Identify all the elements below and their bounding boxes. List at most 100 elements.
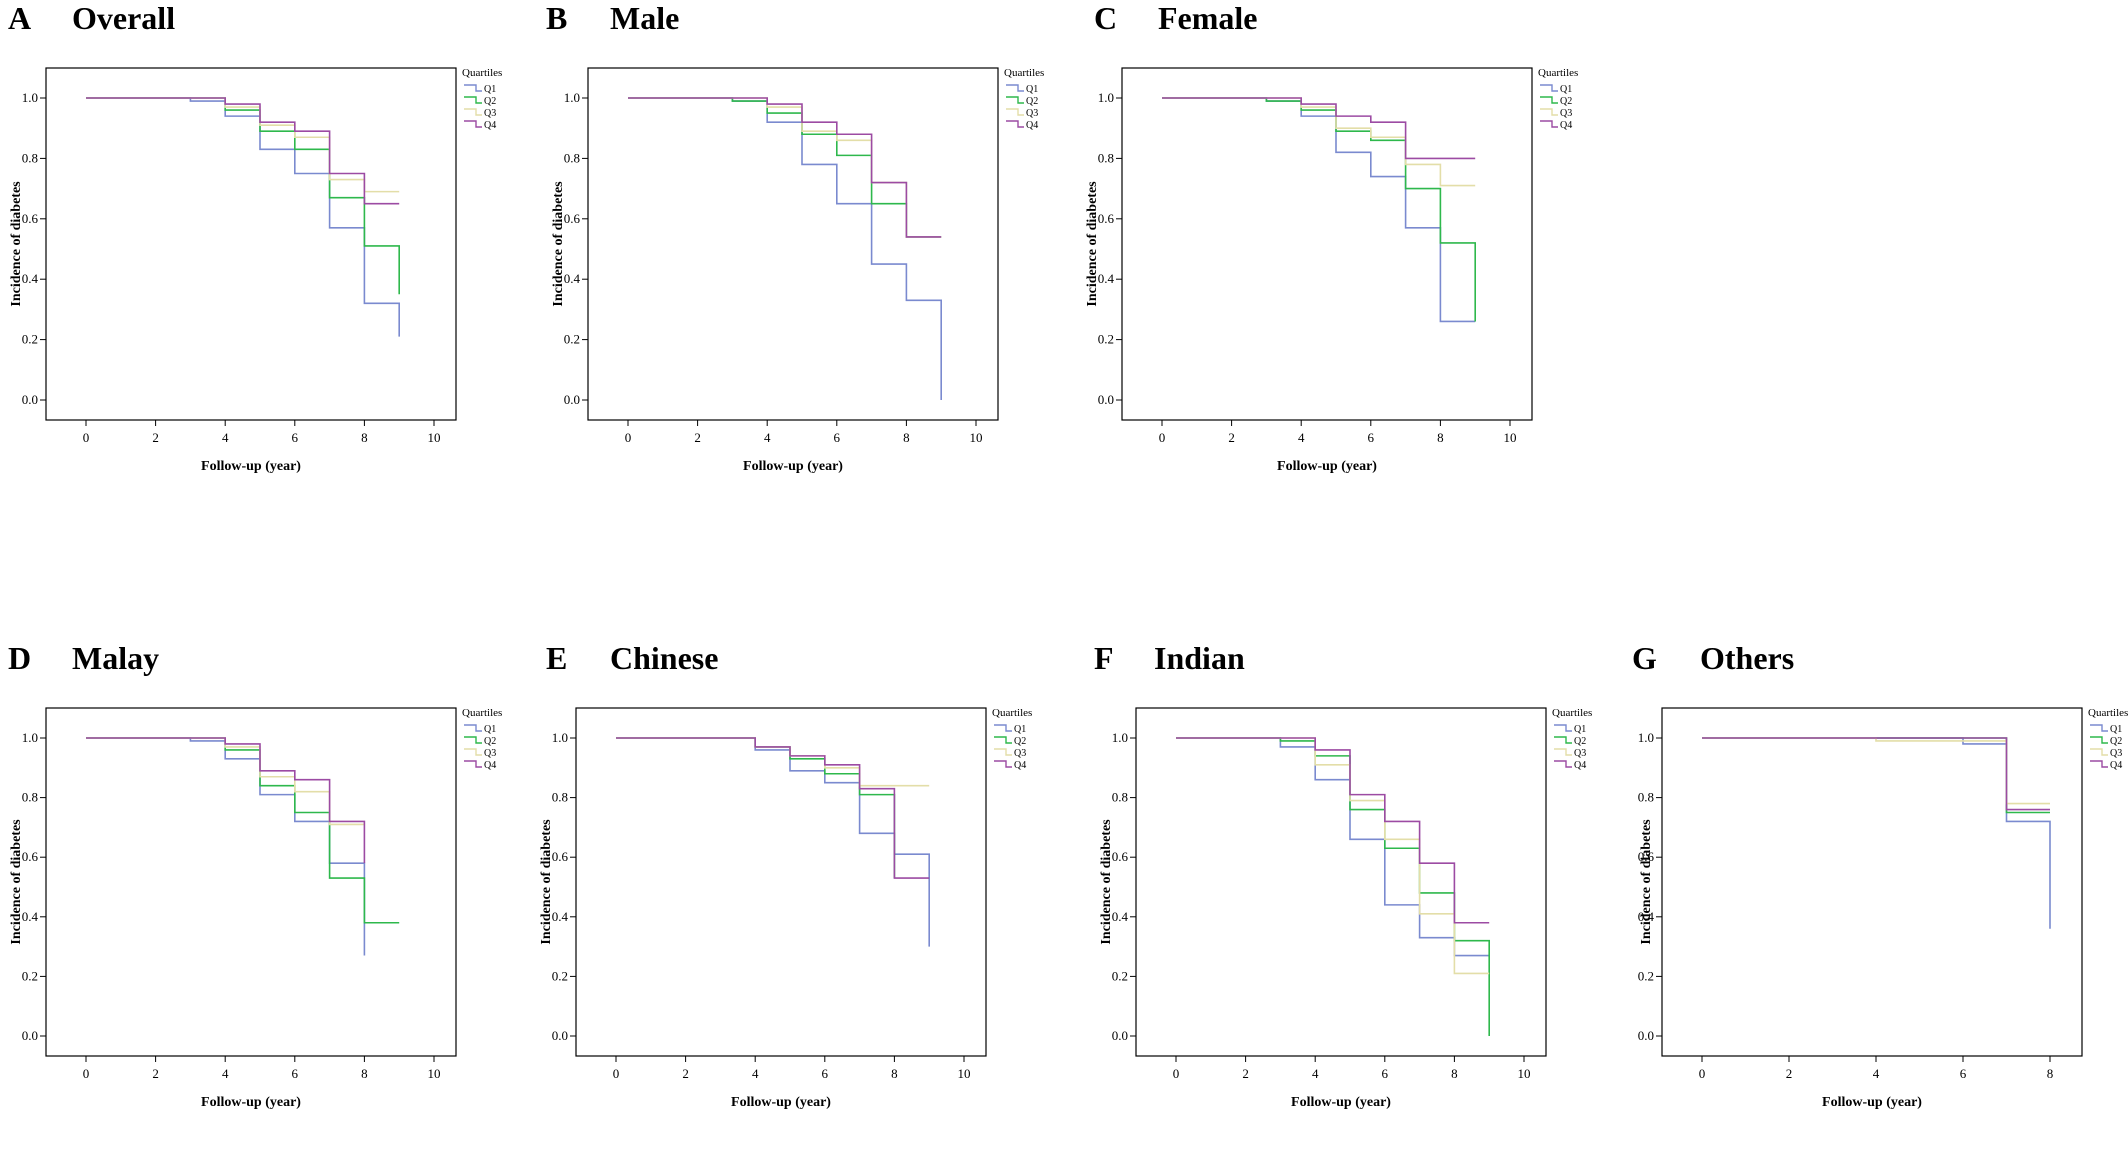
- y-tick-label: 0.8: [1098, 150, 1114, 165]
- x-tick-label: 0: [83, 1066, 90, 1081]
- plot-frame: [45, 707, 457, 1057]
- legend-label: Q3: [2110, 748, 2122, 759]
- y-tick-label: 1.0: [564, 90, 580, 105]
- y-axis-title: Incidence of diabetes: [1099, 819, 1114, 945]
- legend-label: Q3: [484, 748, 496, 759]
- series-line-q2: [86, 737, 400, 924]
- y-axis-title: Incidence of diabetes: [9, 181, 24, 307]
- x-tick-label: 8: [891, 1066, 898, 1081]
- legend-label: Q4: [484, 760, 496, 771]
- x-tick-label: 0: [1173, 1066, 1180, 1081]
- chart-d: 0.0 0.2 0.4 0.6 0.8 1.0 0 2 4 6 8 10 Follow-up (year…: [9, 707, 502, 1110]
- series-line-q2: [628, 97, 942, 238]
- y-tick-label: 0.0: [1098, 392, 1114, 407]
- x-tick-label: 8: [903, 430, 910, 445]
- x-tick-label: 8: [361, 1066, 368, 1081]
- legend-swatch-q4: [994, 760, 1012, 768]
- legend-label: Q3: [1574, 748, 1586, 759]
- series-line-q3: [1162, 97, 1476, 187]
- y-axis-title: Incidence of diabetes: [539, 819, 554, 945]
- series-line-q4: [616, 737, 930, 879]
- legend-swatch-q3: [1554, 748, 1572, 756]
- legend-swatch-q3: [2090, 748, 2108, 756]
- y-tick-label: 0.2: [552, 968, 568, 983]
- legend-label: Q2: [1014, 736, 1026, 747]
- plot-frame: [1121, 67, 1533, 421]
- y-tick-label: 0.8: [552, 790, 568, 805]
- y-tick-label: 0.4: [564, 271, 581, 286]
- legend-swatch-q3: [1006, 108, 1024, 116]
- legend-swatch-q4: [464, 120, 482, 128]
- legend-title: Quartiles: [2088, 707, 2128, 719]
- panel-letter: B: [546, 0, 568, 36]
- series-line-q4: [86, 737, 366, 864]
- y-tick-label: 0.0: [1638, 1028, 1654, 1043]
- legend-title: Quartiles: [1552, 707, 1592, 719]
- legend-label: Q1: [484, 724, 496, 735]
- series-line-q2: [86, 97, 400, 295]
- plot-frame: [587, 67, 999, 421]
- series-line-q1: [1162, 97, 1476, 323]
- legend-swatch-q2: [2090, 736, 2108, 744]
- legend-label: Q3: [484, 108, 496, 119]
- x-tick-label: 2: [1228, 430, 1235, 445]
- legend-label: Q4: [1014, 760, 1026, 771]
- x-tick-label: 10: [958, 1066, 971, 1081]
- legend-label: Q1: [1014, 724, 1026, 735]
- chart-b: 0.0 0.2 0.4 0.6 0.8 1.0 0 2 4 6 8 10 Follow-up (year…: [551, 67, 1044, 474]
- y-tick-label: 0.0: [564, 392, 580, 407]
- x-axis-title: Follow-up (year): [743, 459, 843, 474]
- y-tick-label: 0.0: [552, 1028, 568, 1043]
- x-tick-label: 10: [428, 430, 441, 445]
- y-tick-label: 1.0: [1638, 730, 1654, 745]
- x-tick-label: 2: [682, 1066, 689, 1081]
- series-line-q3: [1702, 737, 2050, 805]
- legend-swatch-q2: [464, 96, 482, 104]
- plot-frame: [1135, 707, 1547, 1057]
- series-line-q4: [1162, 97, 1476, 160]
- x-tick-label: 6: [292, 1066, 299, 1081]
- legend-label: Q1: [2110, 724, 2122, 735]
- y-tick-label: 0.4: [1638, 909, 1655, 924]
- x-tick-label: 8: [361, 430, 368, 445]
- legend-title: Quartiles: [992, 707, 1032, 719]
- panel-letter: A: [8, 0, 32, 36]
- legend-swatch-q2: [1540, 96, 1558, 104]
- series-line-q1: [86, 737, 366, 956]
- legend-swatch-q4: [1540, 120, 1558, 128]
- y-tick-label: 0.4: [22, 909, 39, 924]
- x-tick-label: 0: [1159, 430, 1166, 445]
- x-tick-label: 4: [764, 430, 771, 445]
- series-line-q4: [628, 97, 942, 238]
- panel-letter: F: [1094, 640, 1114, 676]
- legend-swatch-q1: [1554, 724, 1572, 732]
- y-tick-label: 0.0: [1112, 1028, 1128, 1043]
- series-line-q2: [1176, 737, 1490, 1036]
- y-tick-label: 0.4: [22, 271, 39, 286]
- series-line-q2: [1162, 97, 1476, 322]
- x-tick-label: 10: [1518, 1066, 1531, 1081]
- panel-title: Female: [1158, 0, 1258, 36]
- legend-swatch-q1: [1540, 84, 1558, 92]
- series-line-q1: [1176, 737, 1490, 957]
- y-axis-title: Incidence of diabetes: [9, 819, 24, 945]
- legend-label: Q2: [1560, 96, 1572, 107]
- series-line-q1: [628, 97, 942, 400]
- y-tick-label: 1.0: [1098, 90, 1114, 105]
- x-tick-label: 6: [1368, 430, 1375, 445]
- legend-swatch-q4: [1554, 760, 1572, 768]
- legend-label: Q2: [2110, 736, 2122, 747]
- chart-a: 0.0 0.2 0.4 0.6 0.8 1.0 0 2 4 6 8 10 Follow-up (year…: [9, 67, 502, 474]
- y-tick-label: 0.4: [1098, 271, 1115, 286]
- series-line-q4: [86, 97, 400, 205]
- x-tick-label: 4: [1312, 1066, 1319, 1081]
- legend-label: Q4: [1560, 120, 1572, 131]
- x-tick-label: 6: [1382, 1066, 1389, 1081]
- y-tick-label: 0.8: [564, 150, 580, 165]
- series-line-q3: [86, 97, 400, 193]
- x-tick-label: 6: [822, 1066, 829, 1081]
- y-tick-label: 0.2: [1112, 968, 1128, 983]
- legend-swatch-q3: [994, 748, 1012, 756]
- x-tick-label: 4: [222, 1066, 229, 1081]
- legend-swatch-q1: [464, 724, 482, 732]
